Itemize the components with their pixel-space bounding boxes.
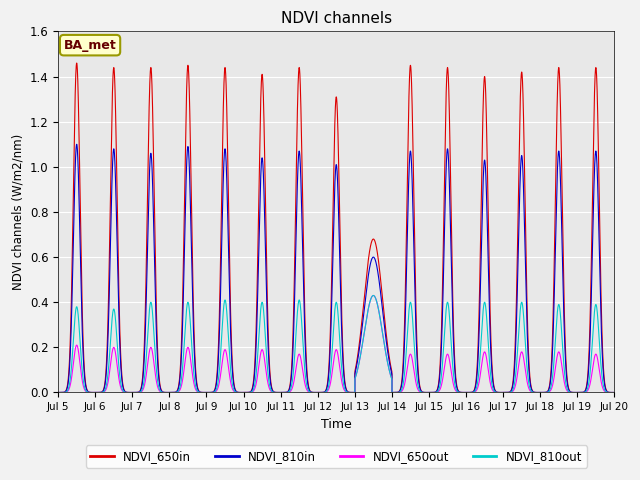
NDVI_810in <box>54 390 62 396</box>
NDVI_810out <box>507 389 515 395</box>
Line: NDVI_650in: NDVI_650in <box>58 63 614 393</box>
NDVI_650in <box>54 390 62 396</box>
NDVI_810in <box>611 390 618 396</box>
NDVI_810out <box>68 357 76 362</box>
NDVI_650in <box>68 262 76 268</box>
NDVI_650in <box>351 390 358 396</box>
NDVI_650out <box>297 357 305 362</box>
NDVI_810in <box>177 353 185 359</box>
X-axis label: Time: Time <box>321 418 351 431</box>
NDVI_810in <box>90 390 98 396</box>
NDVI_810out <box>297 311 305 316</box>
Title: NDVI channels: NDVI channels <box>281 11 392 26</box>
Legend: NDVI_650in, NDVI_810in, NDVI_650out, NDVI_810out: NDVI_650in, NDVI_810in, NDVI_650out, NDV… <box>86 445 587 468</box>
Line: NDVI_810out: NDVI_810out <box>58 296 614 393</box>
NDVI_650out <box>246 390 253 396</box>
Text: BA_met: BA_met <box>64 39 116 52</box>
NDVI_810in <box>351 390 358 396</box>
Line: NDVI_810in: NDVI_810in <box>58 144 614 393</box>
Y-axis label: NDVI channels (W/m2/nm): NDVI channels (W/m2/nm) <box>11 134 24 290</box>
NDVI_810out <box>246 390 253 396</box>
NDVI_650out <box>90 390 98 396</box>
NDVI_810out <box>54 390 62 396</box>
NDVI_650in <box>246 389 253 395</box>
NDVI_650in <box>507 388 515 394</box>
NDVI_810out <box>177 377 185 383</box>
NDVI_810in <box>297 185 305 191</box>
NDVI_810in <box>507 388 515 394</box>
NDVI_650out <box>611 390 618 396</box>
NDVI_810out <box>369 293 377 299</box>
NDVI_650in <box>297 115 305 120</box>
NDVI_810out <box>611 390 618 396</box>
NDVI_650in <box>90 390 98 396</box>
NDVI_810in <box>246 389 253 395</box>
NDVI_650in <box>611 390 618 396</box>
NDVI_650in <box>73 60 81 66</box>
NDVI_650in <box>177 341 185 347</box>
NDVI_650out <box>177 383 185 389</box>
NDVI_650out <box>68 371 76 377</box>
NDVI_650out <box>54 390 62 396</box>
NDVI_650out <box>507 389 515 395</box>
NDVI_810in <box>73 142 81 147</box>
NDVI_650out <box>369 293 377 299</box>
NDVI_810out <box>90 390 98 396</box>
NDVI_810in <box>68 294 76 300</box>
Line: NDVI_650out: NDVI_650out <box>58 296 614 393</box>
